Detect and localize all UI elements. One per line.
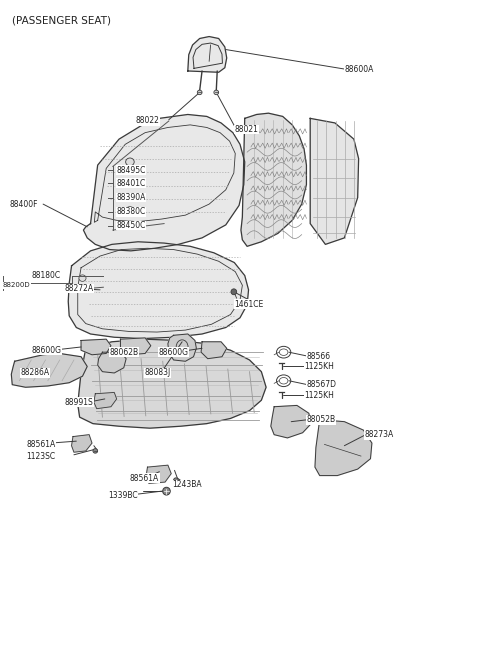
Text: 88401C: 88401C (117, 179, 146, 188)
Text: 1123SC: 1123SC (26, 451, 56, 460)
Polygon shape (168, 334, 196, 362)
Text: 88380C: 88380C (117, 208, 146, 216)
Ellipse shape (79, 275, 86, 282)
Text: 88083J: 88083J (144, 369, 170, 377)
Polygon shape (72, 435, 92, 452)
Text: 88566: 88566 (306, 352, 331, 360)
Text: 88272A: 88272A (64, 284, 94, 293)
Polygon shape (315, 420, 372, 476)
Text: 88021: 88021 (234, 125, 258, 134)
Text: 1125KH: 1125KH (304, 390, 334, 400)
Text: 88273A: 88273A (364, 430, 394, 439)
Ellipse shape (93, 449, 97, 453)
Text: 1339BC: 1339BC (108, 491, 138, 500)
Text: 88561A: 88561A (26, 440, 56, 449)
Text: 1125KH: 1125KH (304, 362, 334, 371)
Polygon shape (120, 338, 151, 355)
Text: 88991S: 88991S (64, 398, 93, 407)
Text: 88567D: 88567D (306, 380, 336, 389)
Polygon shape (201, 342, 227, 359)
Polygon shape (68, 242, 249, 339)
Polygon shape (81, 339, 111, 355)
Text: 88600G: 88600G (158, 348, 188, 357)
Text: (PASSENGER SEAT): (PASSENGER SEAT) (12, 16, 111, 26)
Text: 88390A: 88390A (117, 193, 146, 202)
Ellipse shape (126, 207, 134, 214)
Text: 88062B: 88062B (109, 348, 139, 357)
Text: 88561A: 88561A (130, 474, 159, 483)
Polygon shape (12, 354, 87, 387)
Ellipse shape (126, 158, 134, 166)
Polygon shape (188, 37, 227, 72)
Text: 88052B: 88052B (306, 415, 336, 424)
Polygon shape (271, 405, 311, 438)
Text: 88495C: 88495C (117, 166, 146, 175)
Ellipse shape (231, 289, 237, 295)
Polygon shape (94, 392, 117, 409)
Text: 88180C: 88180C (31, 271, 60, 280)
Text: 1243BA: 1243BA (173, 480, 202, 489)
Polygon shape (146, 465, 171, 483)
Ellipse shape (163, 487, 170, 495)
Ellipse shape (174, 478, 179, 482)
Text: 88400F: 88400F (10, 200, 38, 208)
Text: 88450C: 88450C (117, 221, 146, 230)
Ellipse shape (197, 90, 202, 95)
Polygon shape (97, 352, 126, 373)
Text: 88286A: 88286A (21, 369, 50, 377)
Text: 88600A: 88600A (344, 65, 374, 73)
Ellipse shape (214, 90, 219, 95)
Polygon shape (84, 115, 245, 251)
Text: 88022: 88022 (136, 117, 159, 126)
Text: 1461CE: 1461CE (234, 299, 264, 309)
Text: 88200D: 88200D (3, 282, 30, 288)
Polygon shape (310, 119, 359, 244)
Polygon shape (78, 339, 266, 428)
Polygon shape (241, 113, 306, 246)
Text: 88600G: 88600G (31, 346, 61, 355)
